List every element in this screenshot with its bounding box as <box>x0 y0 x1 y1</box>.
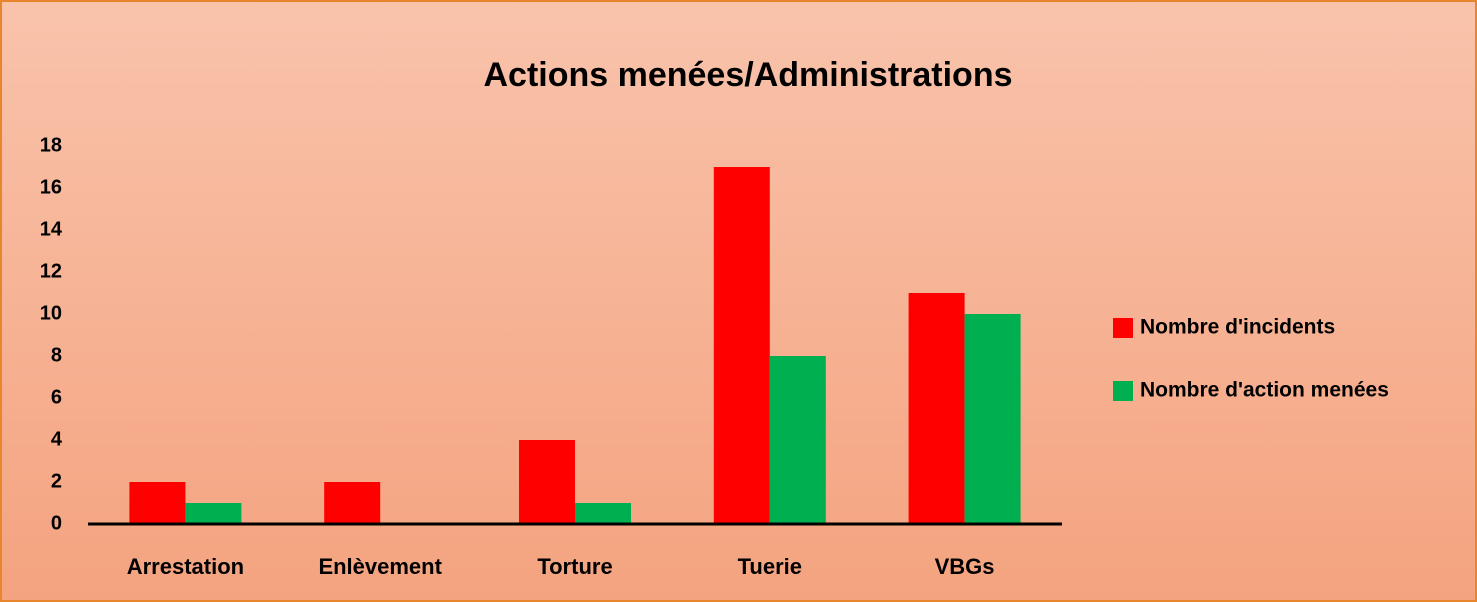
y-tick-label: 6 <box>51 386 62 408</box>
chart-title: Actions menées/Administrations <box>483 56 1012 94</box>
y-tick-label: 18 <box>40 134 62 156</box>
y-tick-label: 8 <box>51 344 62 366</box>
x-tick-label: Torture <box>537 554 612 579</box>
x-tick-label: Arrestation <box>127 554 244 579</box>
x-tick-label: Enlèvement <box>318 554 442 579</box>
y-tick-label: 14 <box>40 218 63 240</box>
legend-swatch <box>1113 381 1133 401</box>
bar <box>324 482 381 524</box>
y-tick-label: 0 <box>51 512 62 534</box>
legend-swatch <box>1113 318 1133 338</box>
bar <box>185 503 242 524</box>
legend-label: Nombre d'incidents <box>1140 316 1335 339</box>
legend-label: Nombre d'action menées <box>1140 379 1389 402</box>
y-tick-label: 12 <box>40 260 62 282</box>
x-tick-label: Tuerie <box>738 554 802 579</box>
y-tick-label: 2 <box>51 470 62 492</box>
y-tick-label: 4 <box>51 428 63 450</box>
bar <box>575 503 631 524</box>
bar <box>129 482 186 524</box>
x-tick-label: VBGs <box>935 554 995 579</box>
bar <box>908 293 965 524</box>
bar <box>519 440 575 524</box>
y-tick-label: 16 <box>40 176 62 198</box>
bar <box>769 356 826 524</box>
y-tick-label: 10 <box>40 302 62 324</box>
bar <box>713 167 770 524</box>
bar <box>964 314 1021 524</box>
